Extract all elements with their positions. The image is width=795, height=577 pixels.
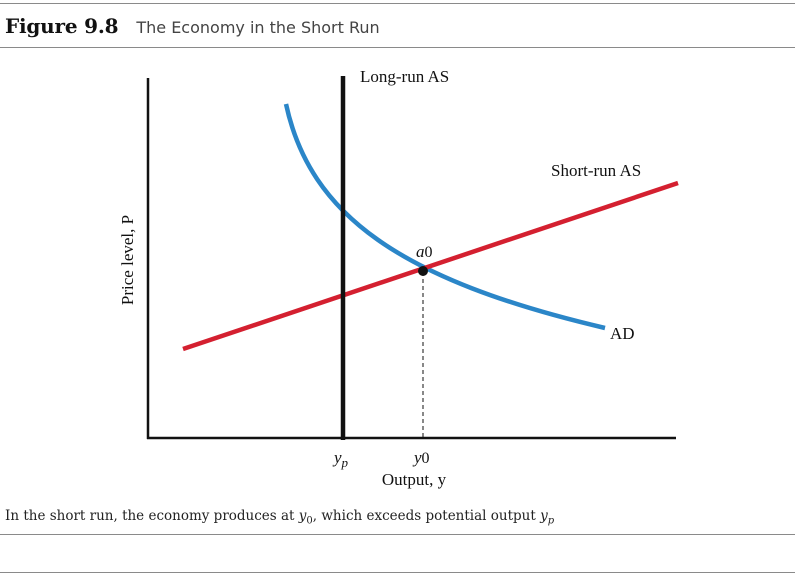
caption-rule: [0, 534, 795, 535]
figure-caption: In the short run, the economy produces a…: [5, 508, 554, 527]
lras-label: Long-run AS: [360, 67, 449, 86]
y0-letter: y: [412, 448, 422, 467]
caption-yp: y: [540, 508, 548, 524]
caption-y0: y: [298, 508, 307, 524]
caption-yp-sub: p: [547, 515, 555, 527]
caption-text-1: In the short run, the economy produces a…: [5, 508, 299, 524]
y-axis-label: Price level, P: [118, 215, 137, 305]
y0-label: y0: [412, 448, 430, 467]
yp-letter: y: [332, 448, 342, 467]
caption-text-2: , which exceeds potential output: [312, 508, 541, 524]
top-rule: [0, 3, 795, 4]
economy-diagram: Price level, P Long-run AS Short-run AS …: [118, 67, 679, 489]
figure-number: Figure 9.8: [5, 14, 119, 38]
sras-line: [182, 180, 679, 352]
equilibrium-subscript: 0: [425, 244, 433, 261]
figure-header: Figure 9.8 The Economy in the Short Run: [5, 14, 380, 38]
figure-title: The Economy in the Short Run: [136, 18, 380, 37]
equilibrium-letter: a: [416, 242, 425, 261]
equilibrium-point: [418, 266, 428, 276]
x-axis-label: Output, y: [382, 470, 447, 489]
ad-curve: [283, 103, 606, 331]
bottom-rule: [0, 572, 795, 573]
y0-subscript: 0: [422, 450, 430, 467]
yp-label: yp: [332, 448, 349, 470]
header-rule: [0, 47, 795, 48]
yp-subscript: p: [341, 455, 349, 470]
sras-label: Short-run AS: [551, 161, 641, 180]
equilibrium-label: a0: [416, 242, 433, 261]
ad-label: AD: [610, 324, 635, 343]
caption-y0-sub: 0: [306, 515, 313, 527]
